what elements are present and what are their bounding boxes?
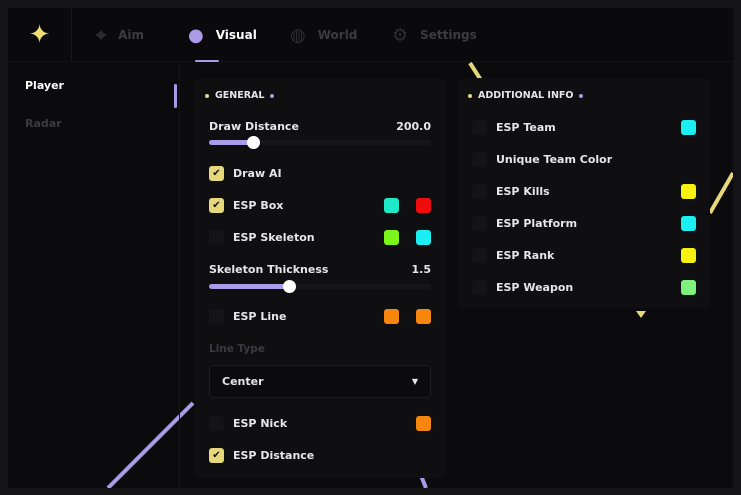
esp-kills-checkbox[interactable]: ESP Kills [472, 182, 696, 200]
active-tab-indicator [195, 60, 219, 62]
draw-distance-slider[interactable] [209, 136, 431, 149]
sidebar-item-radar[interactable]: Radar [25, 117, 62, 130]
checkbox-box[interactable] [209, 229, 224, 245]
checkmark-icon[interactable]: ✔ [209, 197, 224, 213]
color-swatch[interactable] [416, 415, 431, 431]
sidebar: Player Radar [8, 62, 180, 488]
general-panel: GENERAL Draw Distance 200.0 ✔ Draw AI ✔ ESP… [195, 78, 445, 478]
color-swatch[interactable] [384, 308, 399, 324]
color-swatch[interactable] [416, 197, 431, 213]
chevron-down-icon: ▼ [411, 377, 418, 386]
checkbox-label: ESP Rank [496, 248, 555, 262]
globe-icon: ◍ [290, 24, 306, 46]
sidebar-active-indicator [174, 84, 177, 108]
checkbox-label: Draw AI [233, 166, 282, 180]
tab-world[interactable]: ◍ World [290, 8, 357, 62]
unique-team-color-checkbox[interactable]: Unique Team Color [472, 150, 696, 168]
tab-visual[interactable]: ● Visual [188, 8, 257, 62]
color-swatch[interactable] [681, 247, 696, 263]
skeleton-thickness-slider[interactable] [209, 280, 431, 293]
sidebar-item-player[interactable]: Player [25, 79, 64, 92]
tab-label: Settings [420, 28, 477, 42]
tab-label: Visual [215, 28, 257, 42]
tab-label: Aim [118, 28, 145, 42]
app-window: ✦ ⌖ Aim ● Visual ◍ World ⚙ Settings Player R… [8, 8, 733, 488]
gear-icon: ⚙ [392, 24, 409, 46]
color-swatch[interactable] [384, 197, 399, 213]
checkbox-box[interactable] [472, 279, 487, 295]
section-title: GENERAL [215, 90, 265, 101]
checkbox-label: ESP Line [233, 309, 287, 323]
slider-value: 200.0 [396, 120, 431, 133]
tab-label: World [317, 28, 358, 42]
users-icon: ● [188, 24, 204, 46]
checkbox-box[interactable] [209, 308, 224, 324]
dropdown-value: Center [222, 375, 264, 388]
esp-line-checkbox[interactable]: ESP Line [209, 307, 431, 325]
section-title: ADDITIONAL INFO [478, 90, 574, 101]
esp-weapon-checkbox[interactable]: ESP Weapon [472, 278, 696, 296]
checkbox-label: ESP Weapon [496, 280, 574, 294]
checkbox-label: ESP Box [233, 198, 284, 212]
slider-value: 1.5 [411, 263, 432, 276]
color-swatch[interactable] [681, 183, 696, 199]
color-swatch[interactable] [416, 308, 431, 324]
checkbox-box[interactable] [209, 415, 224, 431]
general-header: GENERAL [205, 90, 275, 101]
checkbox-box[interactable] [472, 183, 487, 199]
esp-nick-checkbox[interactable]: ESP Nick [209, 414, 431, 432]
tab-aim[interactable]: ⌖ Aim [96, 8, 144, 62]
additional-header: ADDITIONAL INFO [468, 90, 584, 101]
checkbox-box[interactable] [472, 215, 487, 231]
color-swatch[interactable] [681, 215, 696, 231]
slider-label: Skeleton Thickness [209, 263, 329, 276]
slider-label: Draw Distance [209, 120, 299, 133]
crosshair-icon: ⌖ [96, 24, 107, 46]
top-nav: ✦ ⌖ Aim ● Visual ◍ World ⚙ Settings [8, 8, 733, 62]
draw-distance-label: Draw Distance 200.0 [209, 120, 431, 133]
esp-platform-checkbox[interactable]: ESP Platform [472, 214, 696, 232]
esp-team-checkbox[interactable]: ESP Team [472, 118, 696, 136]
tab-settings[interactable]: ⚙ Settings [392, 8, 477, 62]
color-swatch[interactable] [416, 229, 431, 245]
draw-ai-checkbox[interactable]: ✔ Draw AI [209, 164, 431, 182]
checkbox-label: ESP Nick [233, 416, 288, 430]
checkmark-icon[interactable]: ✔ [209, 447, 224, 463]
additional-info-panel: ADDITIONAL INFO ESP Team Unique Team Col… [458, 78, 710, 308]
checkbox-box[interactable] [472, 119, 487, 135]
checkbox-label: ESP Team [496, 120, 556, 134]
skeleton-thickness-label: Skeleton Thickness 1.5 [209, 263, 431, 276]
slider-knob[interactable] [282, 280, 296, 293]
esp-box-checkbox[interactable]: ✔ ESP Box [209, 196, 431, 214]
checkbox-label: ESP Distance [233, 448, 315, 462]
checkbox-box[interactable] [472, 151, 487, 167]
esp-rank-checkbox[interactable]: ESP Rank [472, 246, 696, 264]
color-swatch[interactable] [681, 119, 696, 135]
color-swatch[interactable] [681, 279, 696, 295]
checkbox-label: ESP Kills [496, 184, 550, 198]
checkbox-box[interactable] [472, 247, 487, 263]
slider-knob[interactable] [247, 136, 261, 149]
esp-distance-checkbox[interactable]: ✔ ESP Distance [209, 446, 431, 464]
checkmark-icon[interactable]: ✔ [209, 165, 224, 181]
checkbox-label: ESP Platform [496, 216, 578, 230]
line-type-dropdown[interactable]: Center ▼ [209, 365, 431, 398]
line-type-label: Line Type [209, 343, 265, 355]
logo-star-icon: ✦ [8, 8, 72, 62]
esp-skeleton-checkbox[interactable]: ESP Skeleton [209, 228, 431, 246]
color-swatch[interactable] [384, 229, 399, 245]
checkbox-label: Unique Team Color [496, 152, 613, 166]
checkbox-label: ESP Skeleton [233, 230, 315, 244]
